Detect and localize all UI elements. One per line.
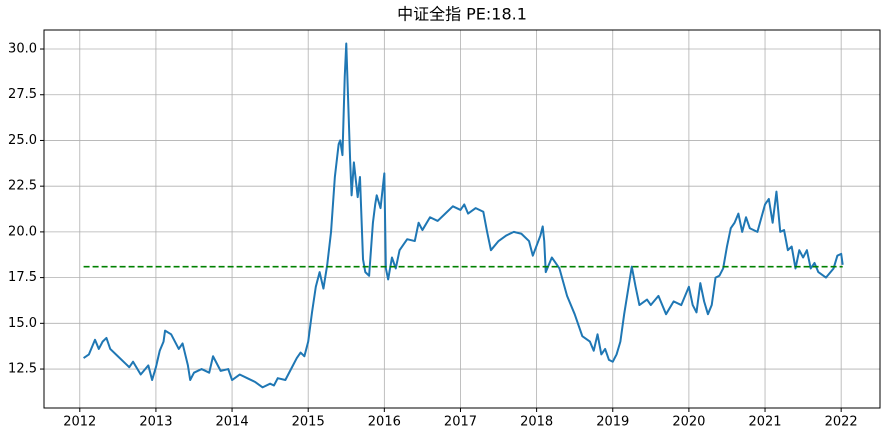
y-tick-label: 17.5 [8,270,37,285]
x-tick-label: 2014 [216,415,249,430]
x-tick-label: 2020 [672,415,705,430]
y-tick-label: 30.0 [8,42,37,57]
x-tick-label: 2013 [139,415,172,430]
x-tick-label: 2016 [368,415,401,430]
y-tick-label: 22.5 [8,179,37,194]
x-tick-label: 2012 [63,415,96,430]
plot-frame [43,29,881,409]
x-tick-label: 2019 [596,415,629,430]
y-tick-label: 25.0 [8,133,37,148]
y-tick-label: 20.0 [8,224,37,239]
y-tick-label: 12.5 [8,362,37,377]
data-line [83,42,844,389]
x-tick-label: 2017 [444,415,477,430]
x-tick-label: 2018 [520,415,553,430]
y-tick-label: 27.5 [8,87,37,102]
x-tick-label: 2022 [825,415,858,430]
chart-title: 中证全指 PE:18.1 [397,5,527,24]
y-tick-label: 15.0 [8,316,37,331]
x-tick-label: 2021 [748,415,781,430]
x-tick-label: 2015 [292,415,325,430]
